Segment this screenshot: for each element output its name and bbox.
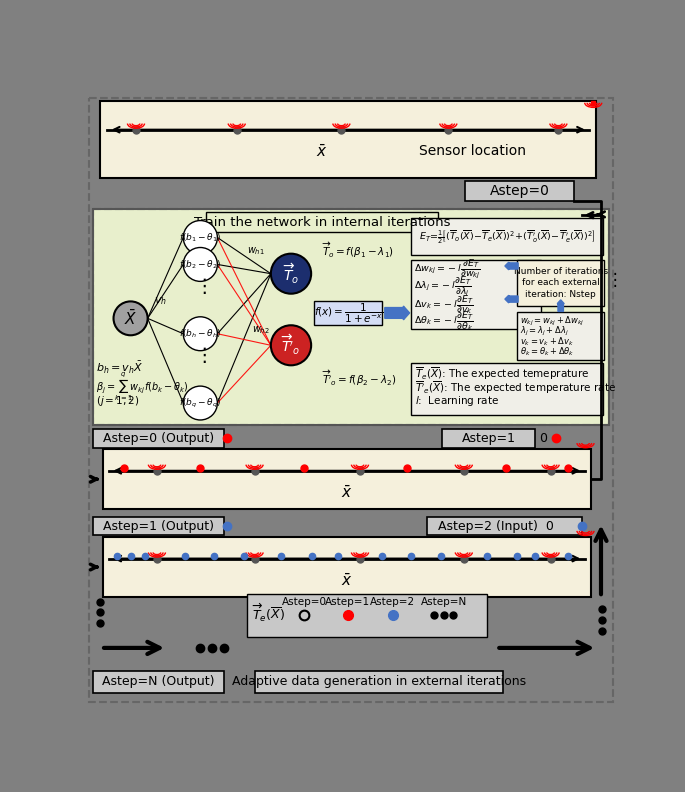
FancyBboxPatch shape	[247, 594, 487, 637]
Text: $\bar{x}$: $\bar{x}$	[316, 143, 328, 160]
Circle shape	[271, 253, 311, 294]
FancyBboxPatch shape	[89, 98, 613, 702]
Text: $\vdots$: $\vdots$	[606, 270, 616, 289]
Text: $\vdots$: $\vdots$	[194, 345, 207, 365]
Text: $\bar{x}$: $\bar{x}$	[341, 573, 353, 588]
Text: $\Delta\theta_k=-l\dfrac{\partial E_T}{\partial\theta_k}$: $\Delta\theta_k=-l\dfrac{\partial E_T}{\…	[414, 309, 474, 333]
Text: $\overline{T}'_e(\overline{X})$: The expected temperature rate: $\overline{T}'_e(\overline{X})$: The exp…	[415, 379, 616, 396]
Text: $f(b_q-\theta_q)$: $f(b_q-\theta_q)$	[179, 397, 221, 409]
Text: Astep=1: Astep=1	[462, 432, 516, 445]
FancyBboxPatch shape	[103, 537, 591, 597]
Text: Sensor location: Sensor location	[419, 143, 526, 158]
Text: $\Delta w_{kj}=-l\dfrac{\partial E_T}{\partial w_{kj}}$: $\Delta w_{kj}=-l\dfrac{\partial E_T}{\p…	[414, 257, 481, 281]
Text: $\overrightarrow{T}'_o$: $\overrightarrow{T}'_o$	[282, 333, 301, 357]
FancyBboxPatch shape	[465, 181, 574, 201]
FancyBboxPatch shape	[93, 671, 223, 692]
Circle shape	[184, 220, 217, 254]
Text: $\theta_k=\theta_k+\Delta\theta_k$: $\theta_k=\theta_k+\Delta\theta_k$	[520, 345, 574, 358]
Text: $l$:  Learning rate: $l$: Learning rate	[415, 394, 499, 409]
Text: $\overrightarrow{T}_o = f(\beta_1 - \lambda_1)$: $\overrightarrow{T}_o = f(\beta_1 - \lam…	[322, 241, 394, 261]
FancyBboxPatch shape	[442, 429, 535, 447]
Text: $f(b_1-\theta_1)$: $f(b_1-\theta_1)$	[179, 231, 221, 244]
FancyArrow shape	[505, 262, 518, 270]
Text: Astep=N: Astep=N	[421, 596, 466, 607]
Text: $f(b_h-\theta_h)$: $f(b_h-\theta_h)$	[179, 327, 221, 340]
Text: $(j=1,2)$: $(j=1,2)$	[97, 394, 140, 409]
Circle shape	[184, 247, 217, 281]
Text: Adaptive data generation in external iterations: Adaptive data generation in external ite…	[232, 676, 525, 688]
FancyBboxPatch shape	[517, 312, 604, 360]
FancyArrow shape	[557, 300, 564, 311]
Text: $b_h = v_h \bar{X}$: $b_h = v_h \bar{X}$	[97, 360, 144, 376]
Text: $\lambda_j=\lambda_j+\Delta\lambda_j$: $\lambda_j=\lambda_j+\Delta\lambda_j$	[520, 325, 569, 338]
Text: $w_{h1}$: $w_{h1}$	[247, 245, 264, 257]
Text: Number of iterations
for each external
iteration: Nstep: Number of iterations for each external i…	[514, 267, 608, 299]
FancyBboxPatch shape	[93, 209, 609, 425]
FancyBboxPatch shape	[93, 429, 223, 447]
Text: Astep=0: Astep=0	[282, 596, 327, 607]
FancyBboxPatch shape	[314, 302, 382, 325]
Text: $\Delta\lambda_j=-l\dfrac{\partial E_T}{\partial\lambda_j}$: $\Delta\lambda_j=-l\dfrac{\partial E_T}{…	[414, 275, 472, 299]
Text: 0: 0	[539, 432, 547, 445]
Text: $\beta_j=\!\sum_{k=1}^{q}\!w_{kj}f(b_k-\theta_k)$: $\beta_j=\!\sum_{k=1}^{q}\!w_{kj}f(b_k-\…	[97, 370, 189, 402]
Text: $\overrightarrow{T}_o$: $\overrightarrow{T}_o$	[283, 261, 299, 286]
FancyBboxPatch shape	[93, 517, 223, 535]
Text: Astep=0 (Output): Astep=0 (Output)	[103, 432, 214, 445]
FancyBboxPatch shape	[411, 219, 603, 255]
Text: $v_h$: $v_h$	[154, 295, 167, 307]
Text: $\Delta v_k=-l\dfrac{\partial E_T}{\partial v_k}$: $\Delta v_k=-l\dfrac{\partial E_T}{\part…	[414, 293, 474, 316]
Text: $\overrightarrow{T}_e(\overline{X})$: $\overrightarrow{T}_e(\overline{X})$	[252, 601, 285, 623]
FancyBboxPatch shape	[411, 260, 541, 329]
Text: Astep=2 (Input)  0: Astep=2 (Input) 0	[438, 520, 554, 533]
Circle shape	[184, 317, 217, 351]
FancyArrow shape	[505, 295, 518, 303]
FancyBboxPatch shape	[99, 101, 595, 178]
Text: $\overrightarrow{T}'_o = f(\beta_2 - \lambda_2)$: $\overrightarrow{T}'_o = f(\beta_2 - \la…	[322, 368, 397, 388]
Text: $w_{kj}=w_{kj}+\Delta w_{kj}$: $w_{kj}=w_{kj}+\Delta w_{kj}$	[520, 315, 584, 328]
Text: $\overline{T}_e(\overline{X})$: The expected temeprature: $\overline{T}_e(\overline{X})$: The expe…	[415, 365, 589, 382]
Text: Astep=2: Astep=2	[370, 596, 415, 607]
Text: Train the network in internal iterations: Train the network in internal iterations	[194, 215, 450, 229]
Text: $\vdots$: $\vdots$	[194, 276, 207, 296]
FancyBboxPatch shape	[411, 363, 603, 415]
FancyBboxPatch shape	[103, 449, 591, 509]
Text: $\bar{x}$: $\bar{x}$	[341, 485, 353, 501]
Circle shape	[271, 326, 311, 365]
Text: Astep=1 (Output): Astep=1 (Output)	[103, 520, 214, 533]
FancyBboxPatch shape	[255, 671, 503, 692]
Text: Astep=1: Astep=1	[325, 596, 370, 607]
Text: Astep=N (Output): Astep=N (Output)	[102, 676, 214, 688]
Text: $v_k=v_k+\Delta v_k$: $v_k=v_k+\Delta v_k$	[520, 335, 573, 348]
Text: $f(x)=\dfrac{1}{1+e^{-x}}$: $f(x)=\dfrac{1}{1+e^{-x}}$	[314, 301, 383, 325]
FancyArrow shape	[385, 306, 410, 320]
FancyBboxPatch shape	[517, 260, 604, 306]
Circle shape	[184, 386, 217, 420]
Circle shape	[114, 302, 148, 335]
FancyBboxPatch shape	[427, 517, 582, 535]
Text: $E_T\!=\!\frac{1}{2}\!\left[(\overline{T}_o(\overline{X})\!-\!\overline{T}_e(\ov: $E_T\!=\!\frac{1}{2}\!\left[(\overline{T…	[419, 228, 595, 246]
Text: $f(b_2-\theta_2)$: $f(b_2-\theta_2)$	[179, 258, 221, 271]
Text: $w_{h2}$: $w_{h2}$	[252, 324, 270, 336]
FancyBboxPatch shape	[206, 212, 438, 232]
Text: Astep=0: Astep=0	[490, 185, 549, 198]
Text: $\bar{X}$: $\bar{X}$	[124, 309, 137, 328]
